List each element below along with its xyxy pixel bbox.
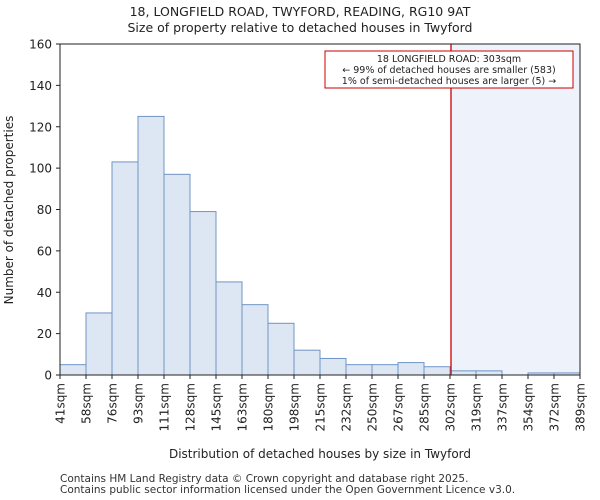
bar-76sqm <box>111 161 139 376</box>
y-axis-label: Number of detached properties <box>2 116 16 305</box>
bar-302sqm <box>449 370 477 376</box>
y-axis-ticks: 0 20 40 60 80 100 120 140 160 <box>29 38 60 383</box>
y-tick-label: 160 <box>29 38 52 52</box>
annotation-box-frame <box>324 50 574 89</box>
x-tick-label: 267sqm <box>392 383 406 431</box>
x-tick-label: 58sqm <box>80 383 94 424</box>
bar-285sqm <box>423 366 451 376</box>
y-tick-label: 80 <box>37 203 52 217</box>
bar-145sqm <box>215 281 243 376</box>
x-tick-label: 302sqm <box>444 383 458 431</box>
bar-58sqm <box>85 312 113 376</box>
bar-198sqm <box>293 349 321 376</box>
bar-41sqm <box>59 364 87 376</box>
x-tick-label: 285sqm <box>418 383 432 431</box>
x-tick-label: 128sqm <box>184 383 198 431</box>
bar-232sqm <box>345 364 373 376</box>
footer-line-1: Contains HM Land Registry data © Crown c… <box>60 473 469 485</box>
y-tick-label: 20 <box>37 327 52 341</box>
x-tick-label: 93sqm <box>132 383 146 424</box>
chart-title: 18, LONGFIELD ROAD, TWYFORD, READING, RG… <box>130 4 471 19</box>
annotation-line-2: 1% of semi-detached houses are larger (5… <box>342 76 556 87</box>
x-tick-label: 145sqm <box>210 383 224 431</box>
x-tick-label: 76sqm <box>106 383 120 424</box>
x-tick-label: 232sqm <box>340 383 354 431</box>
x-tick-label: 372sqm <box>548 383 562 431</box>
y-tick-label: 40 <box>37 286 52 300</box>
bar-93sqm <box>137 115 165 376</box>
bar-319sqm <box>475 370 503 376</box>
bar-163sqm <box>241 304 269 376</box>
y-tick-label: 140 <box>29 79 52 93</box>
x-tick-label: 41sqm <box>54 383 68 424</box>
y-tick-label: 120 <box>29 120 52 134</box>
y-tick-label: 100 <box>29 162 52 176</box>
bar-267sqm <box>397 362 425 376</box>
bar-180sqm <box>267 322 295 376</box>
bars-group <box>59 115 581 376</box>
x-tick-label: 198sqm <box>288 383 302 431</box>
x-axis-ticks: 41sqm 58sqm 76sqm 93sqm 111sqm 128sqm 145sqm 16… <box>54 375 588 431</box>
annotation-line-1: ← 99% of detached houses are smaller (58… <box>342 65 555 76</box>
annotation-title: 18 LONGFIELD ROAD: 303sqm <box>377 54 521 65</box>
x-tick-label: 111sqm <box>158 383 172 431</box>
x-tick-label: 180sqm <box>262 383 276 431</box>
y-tick-label: 0 <box>44 369 52 383</box>
bar-128sqm <box>189 211 217 376</box>
chart-subtitle: Size of property relative to detached ho… <box>127 20 472 35</box>
x-tick-label: 163sqm <box>236 383 250 431</box>
bar-250sqm <box>371 364 399 376</box>
x-tick-label: 389sqm <box>574 383 588 431</box>
bar-215sqm <box>319 357 347 376</box>
y-tick-label: 60 <box>37 244 52 258</box>
x-axis-label: Distribution of detached houses by size … <box>169 447 471 461</box>
x-tick-label: 215sqm <box>314 383 328 431</box>
footer-line-2: Contains public sector information licen… <box>60 484 516 496</box>
x-tick-label: 250sqm <box>366 383 380 431</box>
shaded-region <box>451 44 580 375</box>
annotation-box: 18 LONGFIELD ROAD: 303sqm ← 99% of detac… <box>324 50 574 89</box>
bar-111sqm <box>163 173 191 376</box>
x-tick-label: 354sqm <box>522 383 536 431</box>
x-tick-label: 337sqm <box>496 383 510 431</box>
x-tick-label: 319sqm <box>470 383 484 431</box>
